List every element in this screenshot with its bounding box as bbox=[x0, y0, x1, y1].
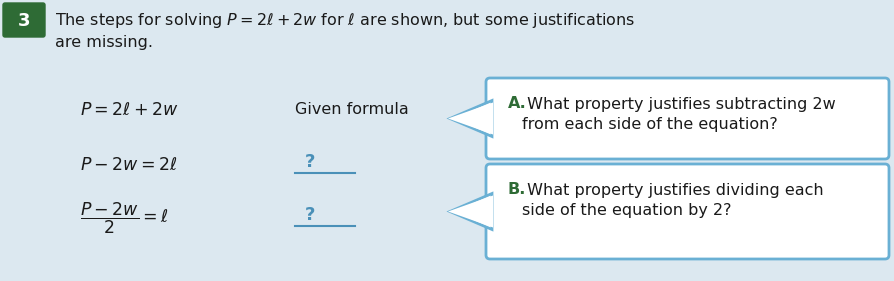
Text: ?: ? bbox=[305, 206, 315, 224]
Polygon shape bbox=[450, 194, 492, 230]
Polygon shape bbox=[448, 196, 493, 228]
Text: ?: ? bbox=[305, 153, 315, 171]
Text: $P = 2\ell + 2w$: $P = 2\ell + 2w$ bbox=[80, 101, 179, 119]
Text: side of the equation by 2?: side of the equation by 2? bbox=[521, 203, 730, 219]
Text: $\dfrac{P - 2w}{2} = \ell$: $\dfrac{P - 2w}{2} = \ell$ bbox=[80, 200, 169, 236]
Text: B.: B. bbox=[508, 182, 526, 198]
FancyBboxPatch shape bbox=[485, 164, 888, 259]
Polygon shape bbox=[450, 101, 492, 137]
Text: $P - 2w = 2\ell$: $P - 2w = 2\ell$ bbox=[80, 156, 177, 174]
Text: The steps for solving $P = 2\ell + 2w$ for $\ell$ are shown, but some justificat: The steps for solving $P = 2\ell + 2w$ f… bbox=[55, 10, 635, 30]
Text: What property justifies dividing each: What property justifies dividing each bbox=[521, 182, 822, 198]
FancyBboxPatch shape bbox=[485, 78, 888, 159]
FancyBboxPatch shape bbox=[3, 3, 45, 37]
Text: What property justifies subtracting 2w: What property justifies subtracting 2w bbox=[521, 96, 835, 112]
Text: 3: 3 bbox=[18, 12, 30, 30]
Text: are missing.: are missing. bbox=[55, 35, 153, 51]
Text: from each side of the equation?: from each side of the equation? bbox=[521, 117, 777, 133]
Text: Given formula: Given formula bbox=[295, 103, 409, 117]
Text: A.: A. bbox=[508, 96, 527, 112]
Polygon shape bbox=[448, 103, 493, 135]
